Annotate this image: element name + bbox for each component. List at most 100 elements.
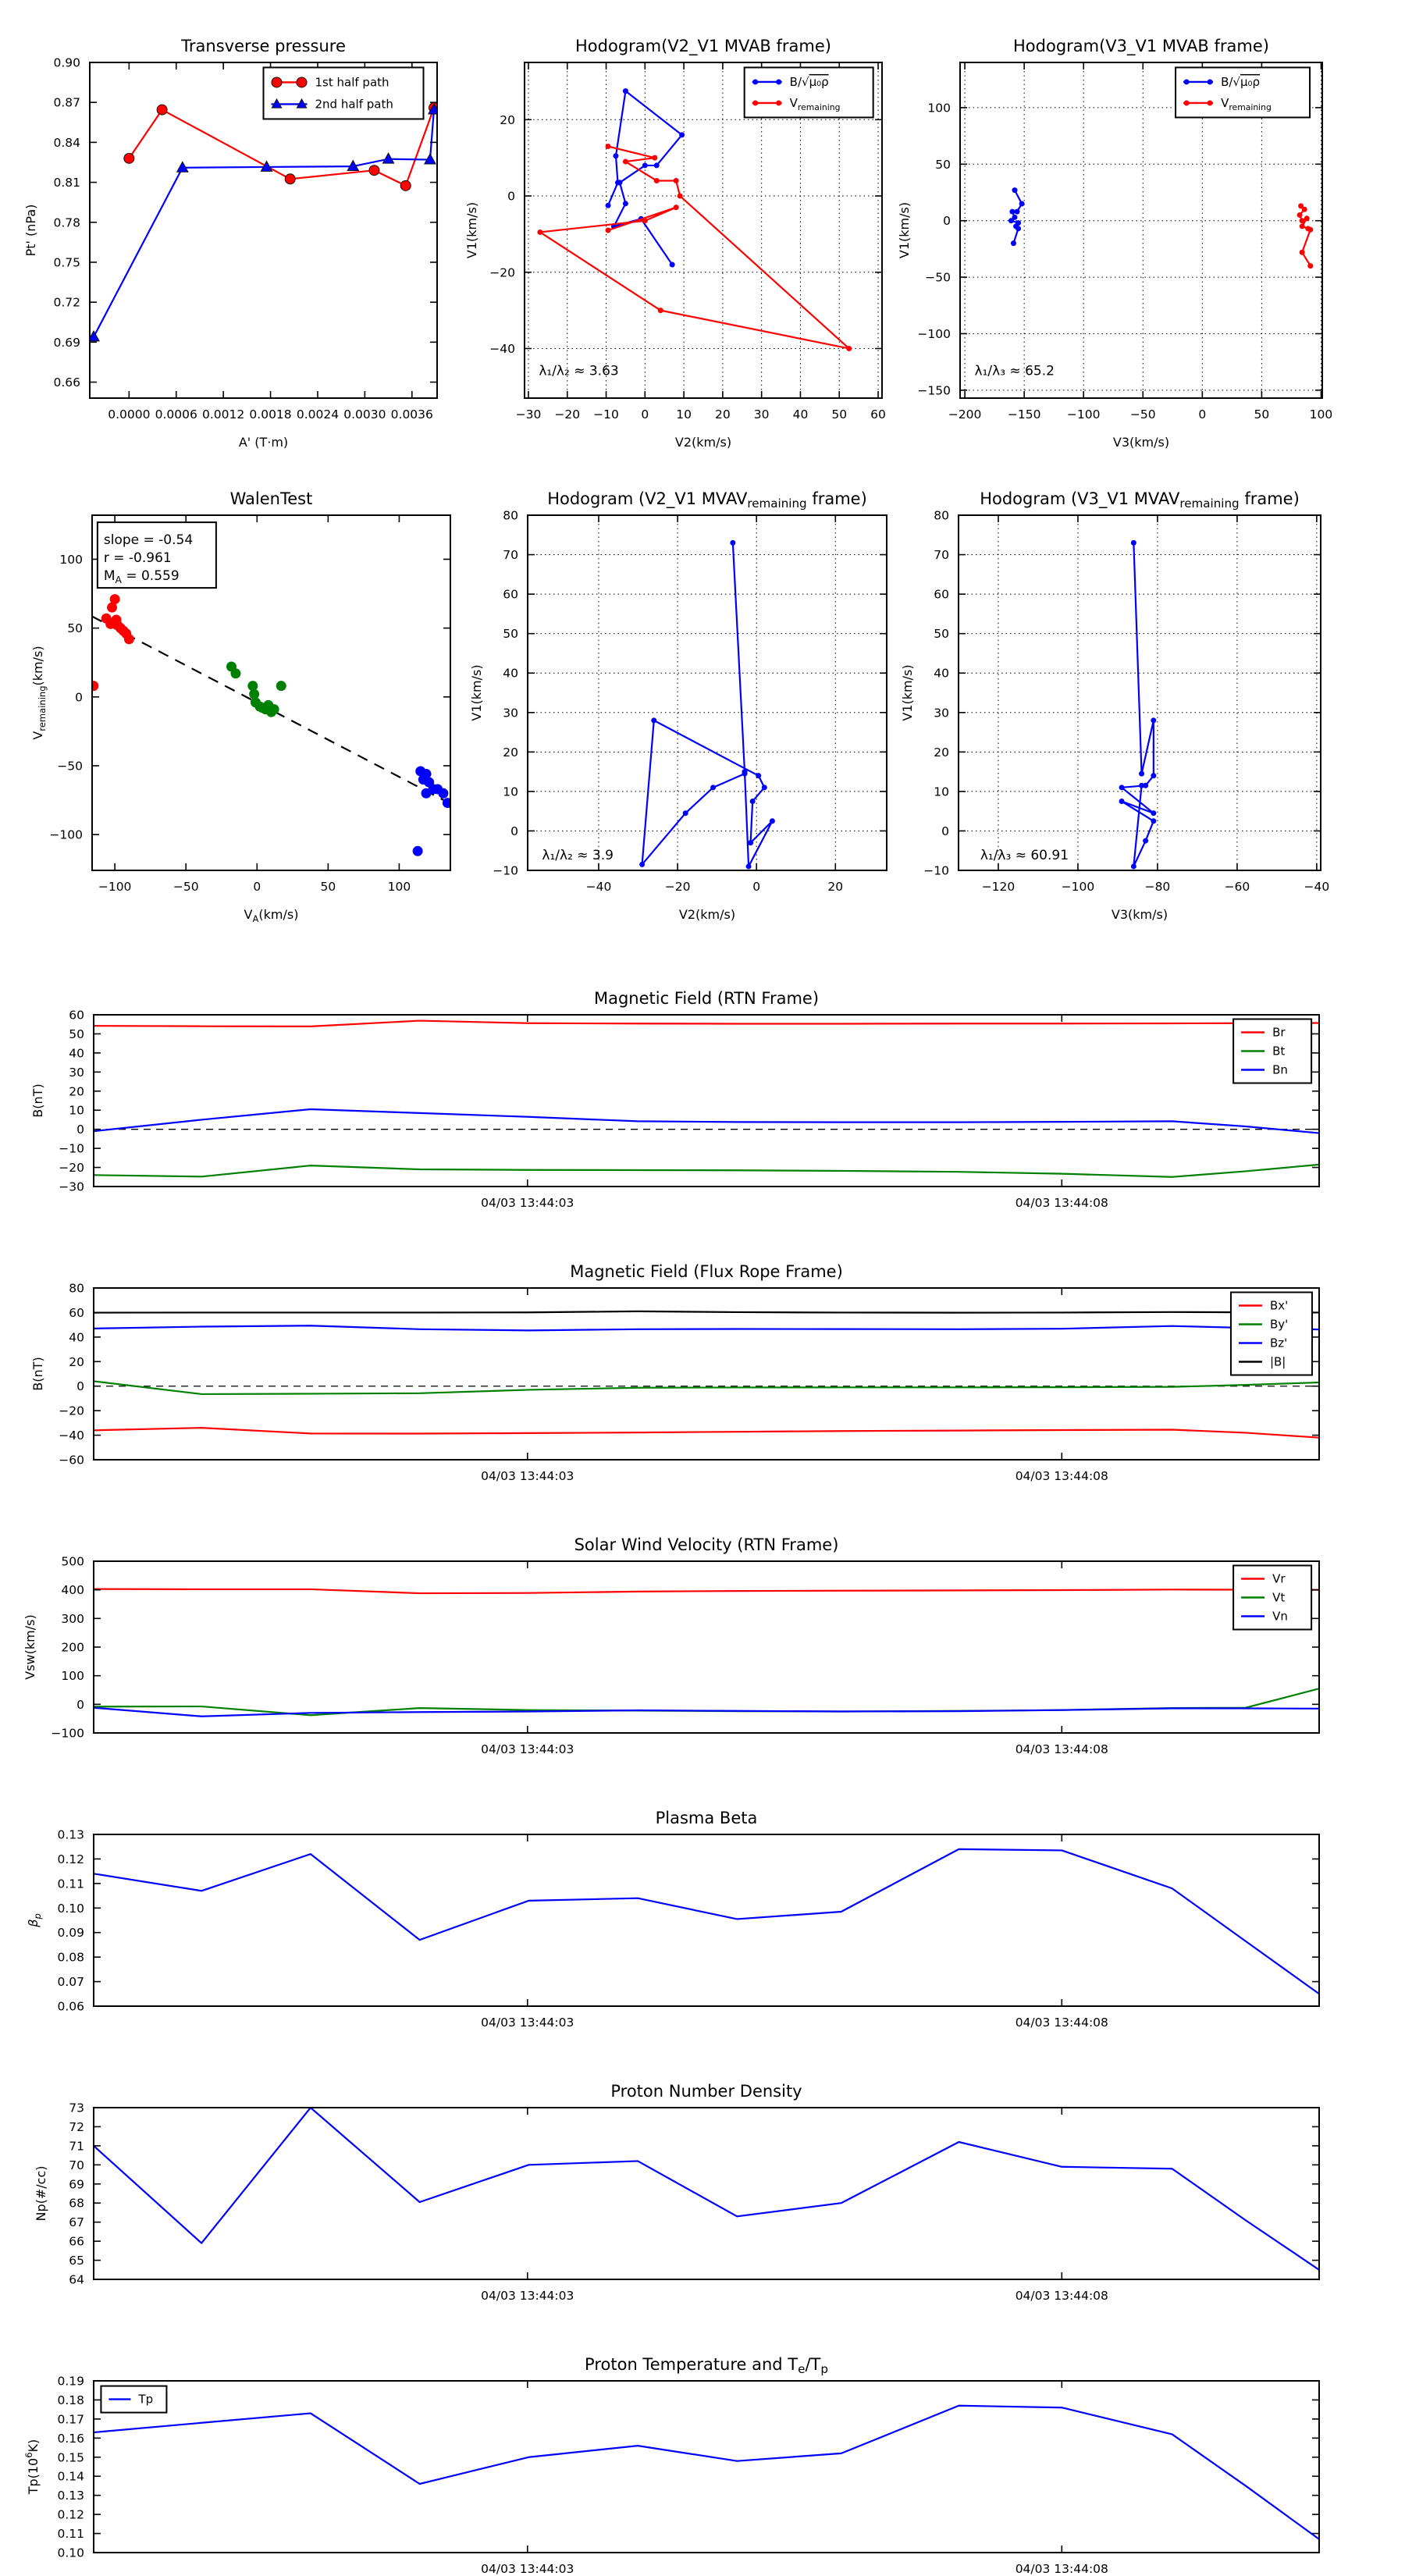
x-tick-label: −50	[1130, 407, 1156, 422]
y-tick-label: −20	[489, 265, 515, 279]
y-tick-label: 50	[69, 1027, 84, 1041]
axes-box	[524, 62, 883, 399]
legend-box	[1232, 1564, 1313, 1631]
chart-hodogram-v3v1-mvav: −120 −100 −80 −60 −40−1001020304050607080Hod…	[900, 489, 1329, 922]
series-1st half path	[128, 107, 436, 187]
marker-dot	[605, 202, 611, 208]
annotation-line: MA = 0.559	[104, 568, 180, 585]
x-tick-label: 04/03 13:44:08	[1016, 2016, 1108, 2030]
marker-dot	[653, 162, 660, 169]
scatter-point	[276, 681, 286, 692]
legend-item: B/√μ₀ρ	[1183, 75, 1260, 89]
y-tick-label: 400	[61, 1583, 84, 1597]
legend: B/√μ₀ρ Vremaining	[743, 66, 874, 119]
chart-title: Hodogram(V3_V1 MVAB frame)	[1013, 37, 1269, 56]
x-tick-label: −100	[1062, 880, 1095, 894]
y-tick-label: 0.12	[57, 2508, 84, 2522]
y-axis-label: B(nT)	[30, 1357, 45, 1390]
markers-2nd half path	[90, 103, 437, 342]
marker-dot	[1299, 218, 1305, 224]
legend-label: B/√μ₀ρ	[1221, 75, 1260, 89]
x-tick-label: −40	[1304, 880, 1330, 894]
axes-box	[527, 514, 887, 871]
y-tick-label: 70	[69, 2158, 84, 2172]
x-tick-label: 04/03 13:44:03	[481, 2562, 574, 2576]
annotation: λ₁/λ₃ ≈ 60.91	[980, 848, 1069, 863]
marker-dot	[642, 162, 648, 169]
y-tick-label: 0.13	[57, 2489, 84, 2503]
chart-transverse-pressure: 0.0000 0.0006 0.0012 0.0018 0.0024 0.0030 0.00…	[23, 37, 438, 450]
x-tick-label: 100	[1310, 407, 1333, 422]
chart-proton-temperature: 04/03 13:44:03 04/03 13:44:08 0.10 0.11 0.12…	[23, 2355, 1320, 2576]
marker-dot	[642, 218, 648, 224]
marker-dot	[1307, 226, 1314, 233]
marker-dot	[622, 201, 628, 207]
y-tick-label: 10	[503, 785, 518, 799]
axes-box	[89, 62, 438, 399]
marker-dot	[1183, 100, 1190, 106]
y-tick-label: −30	[59, 1180, 84, 1194]
marker-dot	[617, 180, 623, 186]
legend: Vr Vt Vn	[1232, 1564, 1313, 1631]
y-axis-label: B(nT)	[30, 1083, 45, 1117]
markers-V-path	[1119, 539, 1157, 870]
scatter-point	[421, 788, 432, 799]
y-tick-label: 0	[76, 1698, 84, 1712]
scatter-first-half-points	[92, 594, 134, 692]
y-tick-label: 10	[69, 1104, 84, 1118]
y-tick-label: 0	[507, 190, 515, 204]
y-tick-label: −50	[57, 759, 83, 773]
x-tick-label: −20	[665, 880, 691, 894]
y-tick-label: 20	[69, 1084, 84, 1098]
y-tick-label: 50	[935, 158, 951, 172]
marker-circle	[368, 165, 380, 176]
x-tick-label: −20	[554, 407, 580, 422]
legend-item: Bt	[1241, 1044, 1285, 1059]
marker-circle	[284, 173, 296, 185]
marker-dot	[639, 861, 646, 867]
y-tick-label: −10	[493, 864, 518, 878]
legend: Bx' By' Bz' |B|	[1229, 1291, 1313, 1376]
x-tick-label: −100	[98, 880, 132, 894]
x-tick-label: −200	[948, 407, 982, 422]
marker-dot	[1130, 539, 1136, 546]
y-tick-label: 0	[76, 1123, 84, 1137]
marker-circle	[271, 76, 283, 88]
marker-dot	[1143, 838, 1149, 844]
x-tick-label: 20	[827, 880, 843, 894]
legend-label: Bn	[1272, 1063, 1288, 1077]
y-tick-label: 0.10	[57, 1902, 84, 1916]
legend-item: Vr	[1241, 1572, 1286, 1586]
axes-box	[959, 62, 1323, 399]
chart-magnetic-field-rtn: 04/03 13:44:03 04/03 13:44:08 −30 −20 −10 0 10…	[30, 989, 1320, 1210]
scatter-point	[230, 668, 241, 679]
y-tick-label: 0.11	[57, 2527, 84, 2541]
series-V_remaining	[1299, 205, 1311, 267]
scatter-point	[123, 634, 134, 645]
annotation: λ₁/λ₂ ≈ 3.9	[542, 848, 614, 863]
marker-dot	[679, 132, 685, 138]
marker-dot	[1139, 770, 1145, 777]
x-tick-label: 04/03 13:44:08	[1016, 2562, 1108, 2576]
y-tick-label: −40	[59, 1429, 84, 1443]
x-tick-label: 40	[793, 407, 809, 422]
x-tick-label: −150	[1008, 407, 1041, 422]
y-tick-label: 72	[69, 2120, 84, 2134]
chart-title: Magnetic Field (Flux Rope Frame)	[570, 1262, 843, 1281]
y-tick-label: 0.69	[53, 336, 80, 350]
marker-circle	[123, 152, 135, 164]
x-axis-label: VA(km/s)	[244, 907, 299, 924]
y-tick-label: 0.12	[57, 1852, 84, 1866]
markers-V_remaining	[537, 144, 852, 351]
y-tick-label: 20	[500, 113, 515, 127]
marker-dot	[669, 262, 675, 268]
y-tick-label: 0.13	[57, 1828, 84, 1842]
x-tick-label: 20	[715, 407, 731, 422]
chart-hodogram-v2v1-mvav: −40 −20 0 20 −10 0 10 20 30 40 50 60 70 80 Hodogram (V…	[469, 489, 887, 922]
x-axis-label: V3(km/s)	[1113, 435, 1169, 450]
legend: B/√μ₀ρ Vremaining	[1175, 66, 1311, 119]
y-tick-label: 0.81	[53, 176, 80, 190]
series-beta-p	[94, 1848, 1319, 1995]
